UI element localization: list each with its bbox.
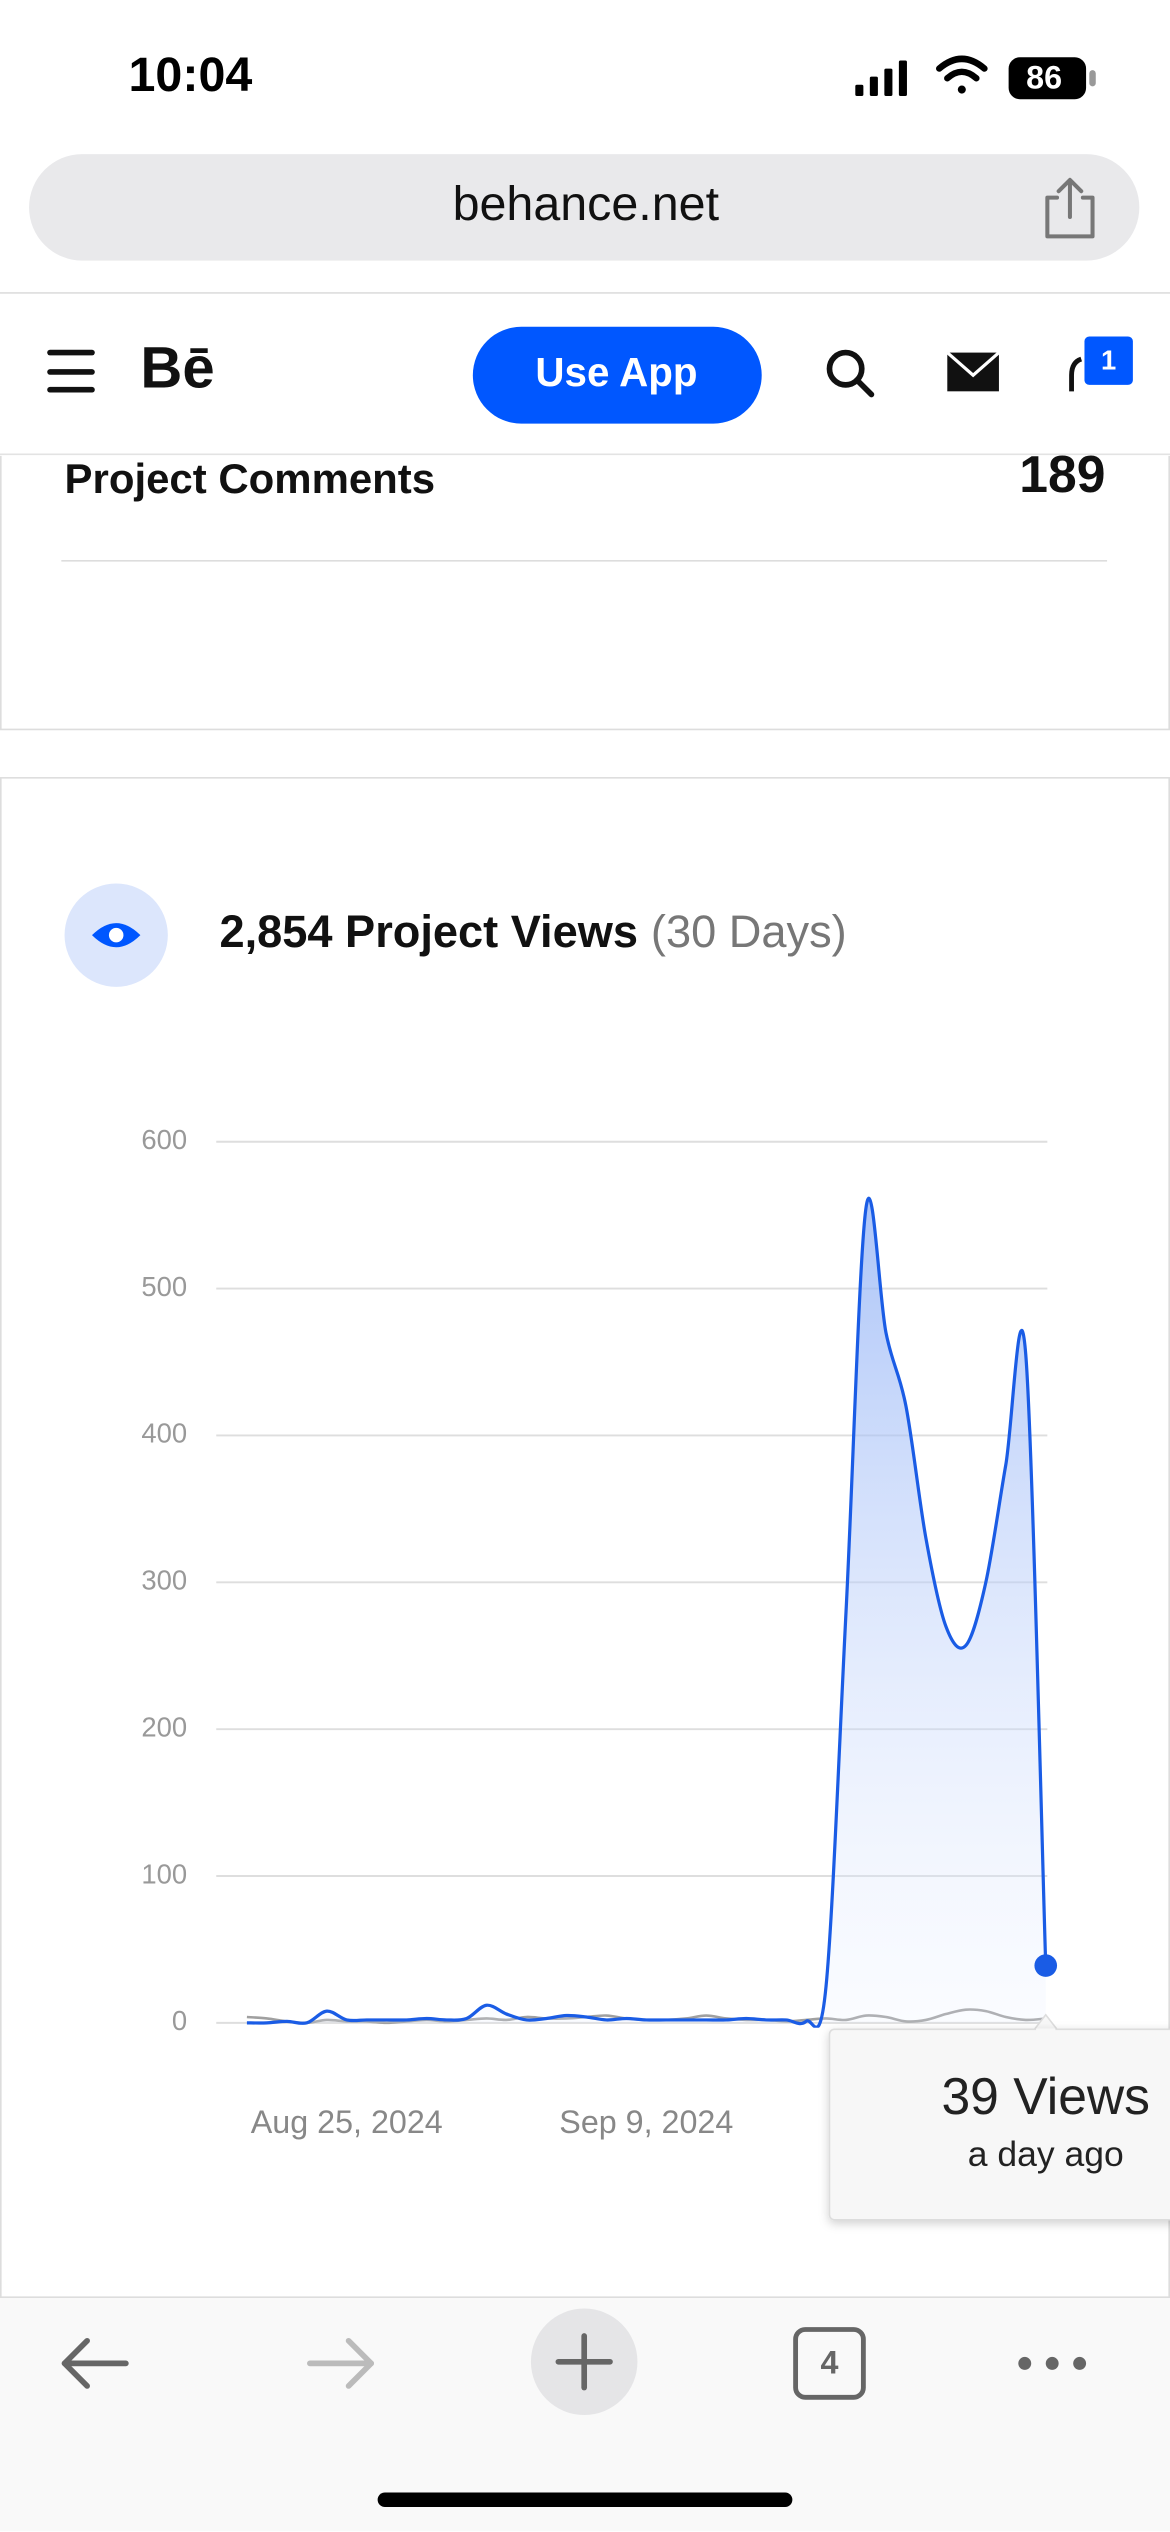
signal-icon — [855, 60, 907, 96]
url-text[interactable]: behance.net — [453, 177, 720, 231]
back-button[interactable] — [61, 2337, 129, 2389]
battery-level: 86 — [1026, 59, 1062, 95]
area — [246, 1198, 1046, 2028]
eye-icon — [91, 923, 141, 948]
share-button[interactable] — [1045, 177, 1095, 239]
notification-count: 1 — [1101, 345, 1116, 376]
status-time: 10:04 — [129, 48, 253, 102]
tooltip: 39 Views a day ago — [828, 2013, 1170, 2221]
chart-heading: 2,854 Project Views (30 Days) — [219, 906, 846, 957]
y-tick-label: 500 — [141, 1271, 187, 1302]
point — [1034, 1954, 1058, 1977]
use-app-button[interactable] — [472, 326, 762, 424]
use-app-label[interactable]: Use App — [535, 349, 697, 395]
stats-card — [0, 455, 1170, 731]
stat-value: 189 — [1019, 445, 1105, 503]
url-bar[interactable] — [29, 154, 1140, 261]
y-tick-label: 200 — [141, 1711, 187, 1742]
y-tick-label: 0 — [172, 2005, 187, 2036]
tabs-button[interactable] — [793, 2327, 866, 2400]
wifi-icon — [935, 55, 988, 94]
menu-button[interactable] — [47, 349, 95, 393]
plot: 0 100 200 300 400 500 600 Aug 25, 2024 Sep 9, 20… — [141, 1124, 1058, 2140]
tab-count[interactable]: 4 — [821, 2345, 839, 2381]
series-layer — [246, 1196, 1048, 2028]
home-indicator — [377, 2492, 793, 2508]
x-tick-label: Sep 9, 2024 — [559, 2104, 733, 2140]
battery-icon: 86 — [1008, 57, 1096, 100]
line — [246, 1196, 1048, 2028]
y-tick-label: 100 — [141, 1858, 187, 1889]
plus-icon — [555, 2333, 613, 2391]
chart-title: 2,854 Project Views — [219, 906, 638, 957]
y-tick-label: 300 — [141, 1565, 187, 1596]
y-tick-label: 400 — [141, 1418, 187, 1449]
tooltip-time: a day ago — [968, 2134, 1124, 2174]
search-button[interactable] — [826, 349, 875, 398]
tooltip-value: 39 Views — [941, 2067, 1150, 2125]
chart-subtitle: (30 Days) — [651, 906, 847, 957]
x-tick-label: Aug 25, 2024 — [251, 2104, 443, 2140]
forward-button[interactable] — [307, 2337, 374, 2389]
logo[interactable]: Bē — [140, 335, 214, 400]
notifications-button[interactable]: 1 — [1069, 336, 1133, 392]
messages-button[interactable] — [946, 351, 1001, 392]
stat-label: Project Comments — [65, 455, 436, 502]
more-button[interactable] — [1018, 2356, 1087, 2370]
y-tick-label: 600 — [141, 1124, 187, 1155]
